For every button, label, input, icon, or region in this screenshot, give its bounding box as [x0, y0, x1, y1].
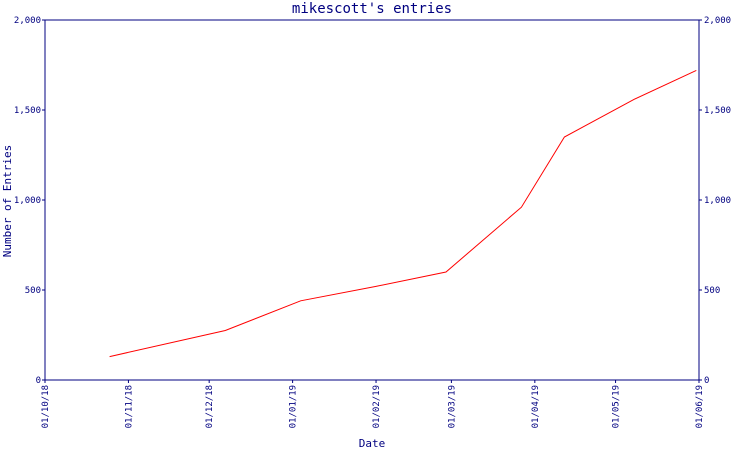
plot-area — [44, 19, 700, 381]
y-tick-label-left: 500 — [25, 286, 41, 296]
x-tick-label: 01/10/18 — [41, 385, 51, 428]
x-tick-label: 01/03/19 — [447, 385, 457, 428]
x-tick-label: 01/04/19 — [531, 385, 541, 428]
y-tick-label-left: 2,000 — [14, 16, 41, 26]
series-line — [109, 69, 697, 358]
series-group — [109, 69, 697, 358]
y-axis-label: Number of Entries — [1, 145, 14, 258]
y-tick-label-right: 1,500 — [704, 106, 731, 116]
y-tick-label-left: 0 — [36, 376, 41, 386]
y-tick-label-left: 1,500 — [14, 106, 41, 116]
x-tick-label: 01/12/18 — [205, 385, 215, 428]
x-tick-label: 01/05/19 — [612, 385, 622, 428]
y-tick-label-right: 0 — [704, 376, 709, 386]
chart-title: mikescott's entries — [292, 1, 452, 17]
x-tick-label: 01/11/18 — [124, 385, 134, 428]
y-tick-label-right: 1,000 — [704, 196, 731, 206]
x-tick-label: 01/02/19 — [372, 385, 382, 428]
tick-group: 0 0 500 500 1,000 1,000 1,500 1,500 2,000 2,000 01… — [14, 16, 731, 428]
x-tick-label: 01/01/19 — [289, 385, 299, 428]
y-tick-label-right: 2,000 — [704, 16, 731, 26]
y-tick-label-left: 1,000 — [14, 196, 41, 206]
x-axis-label: Date — [359, 437, 386, 450]
y-tick-label-right: 500 — [704, 286, 720, 296]
x-tick-label: 01/06/19 — [695, 385, 705, 428]
